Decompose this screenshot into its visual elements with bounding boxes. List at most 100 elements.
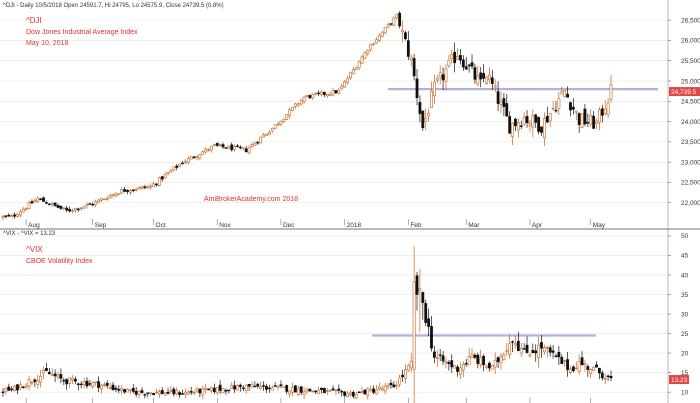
candle-body [241, 147, 245, 149]
candle [308, 94, 312, 100]
candle [522, 111, 526, 127]
candle [360, 54, 364, 64]
candle [421, 291, 425, 320]
candle [346, 75, 349, 85]
candle [574, 110, 578, 121]
candle-body [123, 389, 127, 393]
candle [343, 79, 347, 88]
candle [496, 81, 500, 112]
candle-body [554, 109, 558, 112]
candle [62, 207, 66, 210]
candle [577, 354, 581, 375]
candle [583, 359, 587, 372]
candle [563, 90, 567, 98]
candle-body [198, 154, 202, 159]
candle [73, 207, 77, 213]
candle-body [111, 194, 115, 197]
candle [47, 202, 51, 206]
candle [253, 141, 257, 146]
candle-body [24, 385, 28, 388]
candle-body [210, 386, 213, 391]
candle [603, 373, 607, 385]
candle [432, 75, 436, 105]
candle [94, 199, 98, 208]
candle-body [126, 388, 129, 393]
candle [389, 23, 393, 27]
candle-body [157, 391, 161, 395]
candle [117, 385, 121, 394]
candle-body [514, 118, 517, 127]
candle-body [421, 292, 425, 303]
candle-body [1, 215, 5, 218]
dji-y-tick-label: 25,500 [681, 58, 700, 65]
candle-body [215, 387, 219, 393]
candle-body [508, 343, 512, 356]
candle-body [108, 387, 112, 389]
candle [30, 199, 34, 204]
candle [569, 365, 572, 375]
candle [398, 11, 402, 29]
candle-body [540, 342, 543, 349]
candle-body [479, 72, 483, 80]
candle [259, 381, 263, 390]
candle-body [322, 91, 326, 95]
candle-body [250, 384, 254, 388]
candle-body [152, 183, 155, 187]
candle [592, 366, 596, 371]
candle-body [163, 174, 167, 179]
candle [181, 389, 184, 395]
candle-body [598, 367, 601, 374]
candle-body [94, 201, 98, 205]
vix-y-tick-label: 25 [681, 331, 689, 338]
candle-body [351, 391, 355, 397]
candle [337, 384, 341, 394]
candle [270, 127, 274, 134]
candle [392, 381, 396, 388]
candle [186, 155, 190, 165]
candle-body [450, 360, 454, 368]
candle [406, 363, 410, 372]
candle-body [143, 186, 147, 189]
candle-body [444, 68, 448, 82]
candle-body [401, 374, 404, 378]
candle [349, 390, 352, 397]
candle [595, 118, 598, 130]
candle-body [340, 390, 344, 393]
vix-y-tick-label: 15 [681, 370, 689, 377]
candle [143, 184, 147, 190]
candle-body [117, 193, 121, 196]
candle-body [117, 388, 121, 391]
candle-body [227, 145, 231, 149]
candle [351, 390, 355, 399]
candle-body [606, 102, 610, 115]
candle [479, 67, 483, 88]
candle-body [406, 40, 410, 57]
candle [94, 381, 98, 387]
candle-body [97, 199, 100, 203]
candle-body [91, 203, 95, 206]
candle [525, 110, 529, 128]
candle [47, 367, 51, 375]
candle-body [580, 113, 584, 128]
candle [482, 354, 486, 372]
candle-body [204, 148, 208, 153]
candle-body [105, 383, 109, 386]
candle [53, 369, 57, 383]
candle [398, 374, 402, 388]
candle [169, 386, 173, 394]
candle-body [94, 381, 98, 384]
candle-body [85, 380, 89, 387]
candle-body [363, 52, 367, 59]
candle [10, 213, 14, 218]
candle [589, 109, 593, 127]
candle [195, 154, 199, 161]
candle [178, 390, 182, 398]
candle [340, 389, 344, 397]
candle-body [551, 350, 555, 353]
candle [105, 380, 109, 389]
candle [126, 189, 129, 195]
candle [453, 365, 457, 369]
x-axis-label: Aug [28, 222, 40, 229]
candle [461, 361, 465, 378]
candle-body [175, 390, 179, 395]
